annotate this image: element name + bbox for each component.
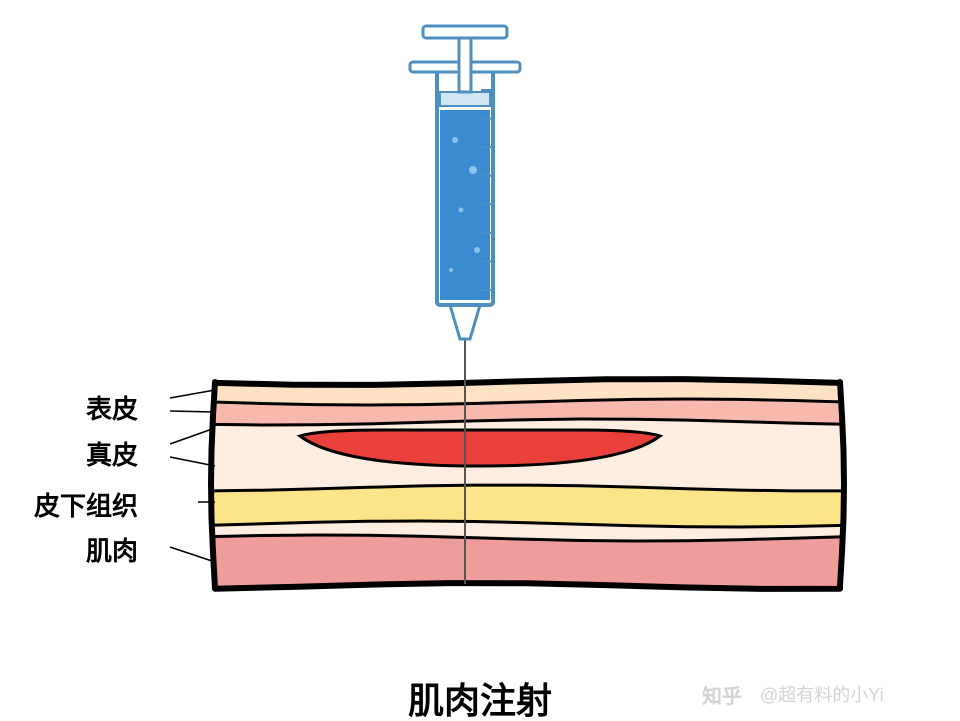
syringe-bubble [474, 247, 480, 253]
syringe-plunger-seal [440, 92, 490, 106]
syringe-hub [450, 305, 480, 339]
watermark-attribution: @超有料的小Yi [760, 681, 884, 707]
diagram-svg [0, 0, 960, 721]
leader-line [170, 547, 215, 562]
syringe-plunger-cap [423, 26, 507, 38]
syringe-bubble [459, 208, 464, 213]
layer-label-muscle: 肌肉 [86, 531, 138, 568]
skin-layers [205, 379, 850, 596]
syringe-plunger-shaft [459, 38, 471, 92]
diagram-title: 肌肉注射 [408, 672, 552, 721]
layer-label-dermis: 真皮 [86, 435, 138, 472]
layer-label-epidermis: 表皮 [86, 389, 138, 426]
syringe-bubble [469, 166, 477, 174]
leader-line [170, 390, 215, 398]
leader-line [170, 411, 215, 412]
syringe-bubble [452, 137, 458, 143]
layer-label-subcut: 皮下组织 [34, 486, 138, 523]
watermark-logo: 知乎 [702, 680, 742, 709]
leader-line [170, 457, 215, 466]
syringe-bubble [449, 268, 453, 272]
leader-line [170, 428, 215, 444]
